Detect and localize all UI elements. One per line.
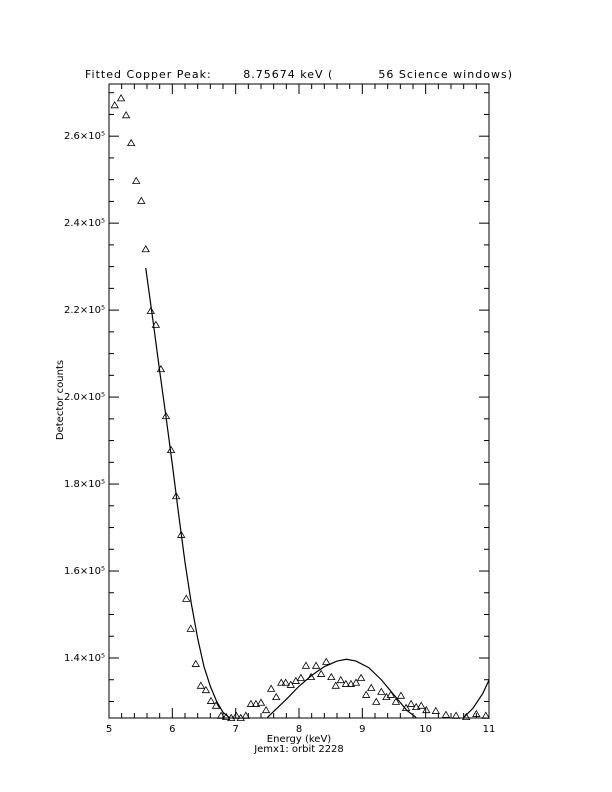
data-point bbox=[346, 679, 356, 687]
y-tick-label: 1.8×10⁵ bbox=[64, 479, 105, 490]
x-tick-label: 7 bbox=[232, 724, 238, 735]
data-point bbox=[151, 320, 161, 328]
data-point bbox=[201, 685, 211, 694]
data-point bbox=[351, 678, 361, 686]
data-point bbox=[232, 711, 241, 719]
data-point bbox=[331, 681, 340, 689]
data-point bbox=[277, 678, 286, 686]
data-point bbox=[372, 697, 381, 705]
y-tick-label: 2.2×10⁵ bbox=[64, 305, 105, 316]
x-tick-label: 8 bbox=[296, 724, 302, 735]
data-point bbox=[451, 711, 461, 719]
data-point bbox=[311, 661, 321, 669]
data-point bbox=[186, 624, 195, 632]
y-tick-label: 2.4×10⁵ bbox=[64, 218, 105, 229]
data-point bbox=[406, 699, 416, 707]
data-point bbox=[132, 176, 141, 184]
chart-title: Fitted Copper Peak: 8.75674 keV ( 56 Sci… bbox=[85, 68, 512, 81]
data-point bbox=[306, 672, 316, 681]
data-point bbox=[431, 706, 440, 714]
data-point bbox=[327, 672, 336, 681]
x-axis-label: Energy (keV) bbox=[267, 734, 332, 745]
data-point bbox=[286, 680, 295, 688]
data-point bbox=[377, 687, 386, 695]
y-tick-label: 1.6×10⁵ bbox=[64, 566, 105, 577]
data-point bbox=[206, 696, 216, 704]
data-point bbox=[137, 196, 146, 204]
data-point bbox=[261, 705, 271, 714]
y-tick-label: 2.0×10⁵ bbox=[64, 392, 105, 403]
data-point bbox=[211, 701, 221, 709]
x-tick-label: 10 bbox=[419, 724, 432, 735]
x-tick-label: 5 bbox=[106, 724, 112, 735]
data-point bbox=[411, 702, 421, 711]
fit-line bbox=[145, 267, 490, 719]
data-point bbox=[110, 101, 119, 109]
data-point bbox=[246, 699, 256, 707]
x-tick-label: 6 bbox=[169, 724, 175, 735]
data-point bbox=[481, 711, 491, 719]
data-point bbox=[241, 711, 250, 719]
data-point bbox=[356, 673, 366, 681]
data-point bbox=[141, 244, 150, 253]
data-point bbox=[121, 111, 131, 119]
data-point bbox=[281, 678, 290, 686]
data-point bbox=[196, 681, 206, 689]
y-tick-label: 1.4×10⁵ bbox=[64, 653, 105, 664]
data-point bbox=[316, 669, 326, 677]
data-point bbox=[126, 138, 136, 147]
data-point bbox=[396, 691, 406, 699]
data-point bbox=[336, 675, 345, 684]
data-point bbox=[266, 684, 276, 692]
x-tick-label: 11 bbox=[483, 724, 496, 735]
y-tick-label: 2.6×10⁵ bbox=[64, 131, 105, 142]
data-point bbox=[386, 690, 396, 698]
y-axis-label: Detector counts bbox=[55, 360, 66, 440]
data-point bbox=[441, 710, 451, 718]
data-point bbox=[116, 94, 126, 102]
data-point bbox=[472, 709, 481, 717]
data-point bbox=[341, 679, 351, 687]
data-point bbox=[422, 705, 431, 714]
data-point bbox=[322, 657, 331, 665]
data-point bbox=[146, 306, 155, 314]
data-point bbox=[417, 701, 426, 709]
data-point bbox=[361, 690, 371, 698]
data-point bbox=[216, 711, 226, 719]
data-point bbox=[301, 661, 311, 669]
data-point bbox=[391, 697, 401, 705]
x-tick-label: 9 bbox=[359, 724, 365, 735]
data-point bbox=[367, 683, 376, 691]
data-point bbox=[251, 699, 261, 707]
subtitle: Jemx1: orbit 2228 bbox=[253, 744, 344, 755]
data-point bbox=[296, 673, 306, 681]
data-point bbox=[182, 594, 191, 602]
data-point bbox=[256, 698, 266, 706]
data-point bbox=[191, 659, 200, 667]
data-point bbox=[272, 692, 281, 701]
